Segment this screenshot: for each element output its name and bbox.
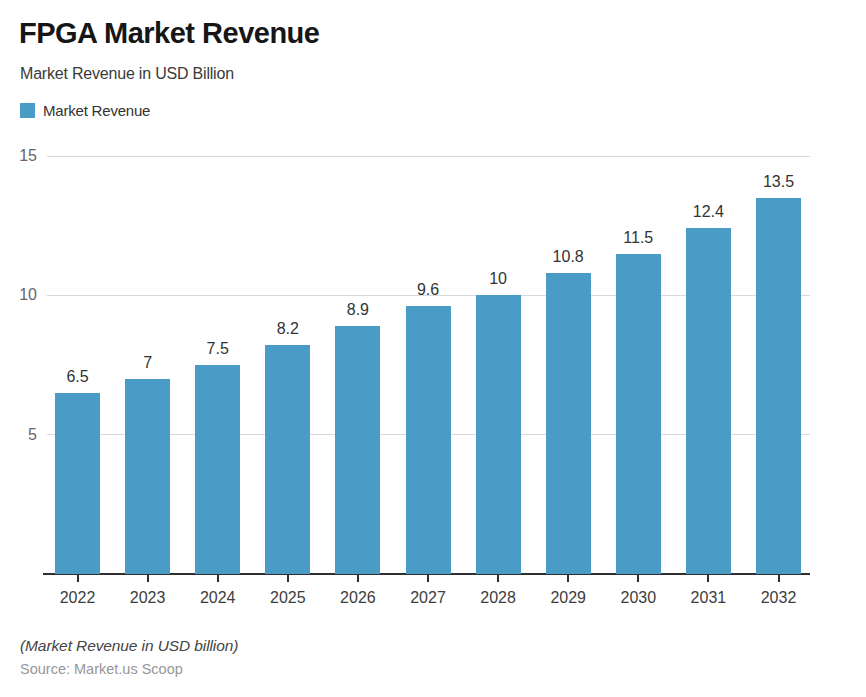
bar-value-label: 12.4	[678, 203, 738, 221]
x-axis-tick	[217, 575, 219, 582]
x-axis-tick	[637, 575, 639, 582]
y-axis-tick-label: 5	[5, 426, 37, 444]
x-axis-tick	[497, 575, 499, 582]
bar-value-label: 7	[118, 354, 178, 372]
bar	[335, 326, 380, 574]
bar	[756, 198, 801, 574]
bar-value-label: 9.6	[398, 281, 458, 299]
x-axis-tick-label: 2025	[253, 589, 323, 607]
x-axis-tick-label: 2029	[533, 589, 603, 607]
x-axis-tick-label: 2027	[393, 589, 463, 607]
bar-value-label: 10	[468, 270, 528, 288]
gridline	[47, 156, 810, 157]
x-axis-tick	[77, 575, 79, 582]
x-axis-tick	[147, 575, 149, 582]
x-axis-tick-label: 2028	[463, 589, 533, 607]
bar	[686, 228, 731, 574]
x-axis-tick-label: 2022	[43, 589, 113, 607]
bar-value-label: 7.5	[188, 340, 248, 358]
x-axis-tick-label: 2030	[603, 589, 673, 607]
y-axis-tick-label: 10	[5, 286, 37, 304]
bar	[125, 379, 170, 574]
x-axis-tick	[707, 575, 709, 582]
x-axis-tick	[567, 575, 569, 582]
bar-value-label: 13.5	[749, 173, 809, 191]
x-axis-tick-label: 2031	[673, 589, 743, 607]
x-axis-tick-label: 2026	[323, 589, 393, 607]
bar-value-label: 8.9	[328, 301, 388, 319]
x-axis-tick	[427, 575, 429, 582]
bar	[546, 273, 591, 574]
y-axis-tick-label: 15	[5, 147, 37, 165]
x-axis-tick	[778, 575, 780, 582]
x-axis-tick-label: 2023	[113, 589, 183, 607]
bar-value-label: 11.5	[608, 229, 668, 247]
axis-unit-note: (Market Revenue in USD billion)	[20, 637, 238, 655]
bar-value-label: 6.5	[48, 368, 108, 386]
bar	[476, 295, 521, 574]
bar	[616, 254, 661, 574]
bar-chart: 5 10 15 6.5 2022 7 2023 7.5 2024 8.2 2025 8.9 2026 9.…	[0, 0, 866, 697]
bar	[195, 365, 240, 574]
bar-value-label: 8.2	[258, 320, 318, 338]
bar	[55, 393, 100, 574]
x-axis-tick	[287, 575, 289, 582]
bar	[406, 306, 451, 574]
x-axis-tick-label: 2032	[744, 589, 814, 607]
x-axis-tick-label: 2024	[183, 589, 253, 607]
x-axis-tick	[357, 575, 359, 582]
source-note: Source: Market.us Scoop	[20, 661, 183, 677]
bar-value-label: 10.8	[538, 248, 598, 266]
bar	[265, 345, 310, 574]
